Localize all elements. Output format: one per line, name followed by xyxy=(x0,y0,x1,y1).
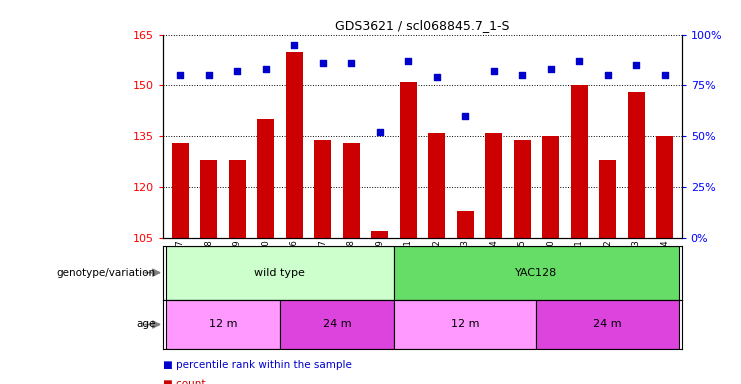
Point xyxy=(402,58,414,64)
Text: wild type: wild type xyxy=(254,268,305,278)
Bar xyxy=(394,246,679,300)
Bar xyxy=(257,119,274,238)
Point xyxy=(602,72,614,78)
Point xyxy=(516,72,528,78)
Text: 12 m: 12 m xyxy=(209,319,237,329)
Point xyxy=(488,68,499,74)
Bar xyxy=(599,160,617,238)
Bar xyxy=(571,86,588,238)
Point xyxy=(545,66,556,72)
Point xyxy=(574,58,585,64)
Bar xyxy=(542,136,559,238)
Bar xyxy=(314,140,331,238)
Bar xyxy=(536,300,679,349)
Title: GDS3621 / scl068845.7_1-S: GDS3621 / scl068845.7_1-S xyxy=(335,19,510,32)
Bar xyxy=(285,51,302,238)
Bar xyxy=(342,143,359,238)
Bar xyxy=(399,82,416,238)
Bar xyxy=(485,133,502,238)
Bar xyxy=(656,136,673,238)
Point xyxy=(431,74,442,80)
Bar xyxy=(166,300,280,349)
Bar xyxy=(628,92,645,238)
Point xyxy=(316,60,328,66)
Point xyxy=(231,68,243,74)
Text: 12 m: 12 m xyxy=(451,319,479,329)
Bar xyxy=(228,160,246,238)
Bar xyxy=(200,160,217,238)
Point xyxy=(659,72,671,78)
Bar xyxy=(514,140,531,238)
Text: genotype/variation: genotype/variation xyxy=(56,268,156,278)
Bar xyxy=(428,133,445,238)
Bar xyxy=(394,300,536,349)
Point xyxy=(373,129,385,135)
Point xyxy=(459,113,471,119)
Point xyxy=(630,62,642,68)
Point xyxy=(345,60,357,66)
Text: 24 m: 24 m xyxy=(594,319,622,329)
Text: ■ percentile rank within the sample: ■ percentile rank within the sample xyxy=(163,360,352,370)
Bar xyxy=(172,143,189,238)
Bar xyxy=(456,211,473,238)
Text: ■ count: ■ count xyxy=(163,379,205,384)
Text: YAC128: YAC128 xyxy=(515,268,557,278)
Text: age: age xyxy=(136,319,156,329)
Bar xyxy=(280,300,394,349)
Bar xyxy=(166,246,394,300)
Point xyxy=(259,66,271,72)
Text: 24 m: 24 m xyxy=(322,319,351,329)
Point xyxy=(288,42,300,48)
Point xyxy=(203,72,215,78)
Bar xyxy=(371,231,388,238)
Point xyxy=(174,72,186,78)
